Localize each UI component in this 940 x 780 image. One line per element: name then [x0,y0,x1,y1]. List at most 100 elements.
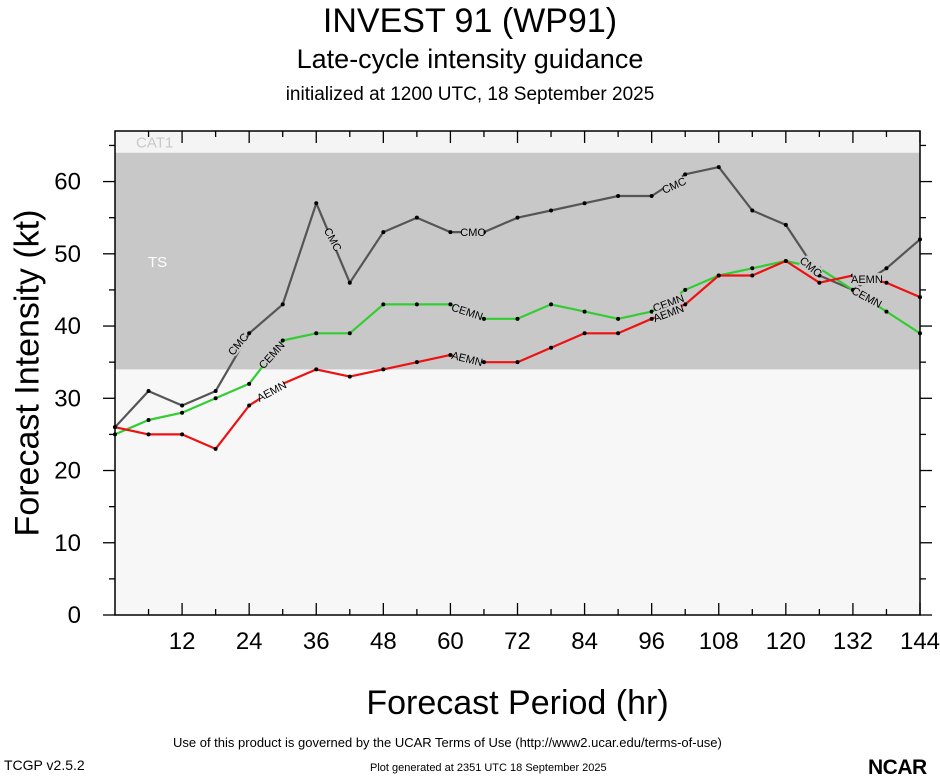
chart-axes: 12 24 36 48 60 72 84 96 108 120 132 144 0 10 20 30 40 50 6… [54,130,940,655]
label-background [226,331,250,357]
data-point-aemn [616,331,621,336]
data-point-cmc [448,230,453,235]
x-tick-label: 144 [900,628,940,655]
label-background [661,175,687,196]
x-tick-label: 60 [437,628,464,655]
data-point-cemn [481,316,486,321]
data-point-cmc [280,302,285,307]
label-background [257,340,286,370]
label-text: AEMN [851,274,883,286]
label-background [852,273,882,286]
x-tick-label: 24 [236,628,263,655]
y-tick-label: 50 [54,241,81,268]
x-axis-label: Forecast Period (hr) [366,684,669,722]
data-point-cemn [582,309,587,314]
version-label: TCGP v2.5.2 [4,757,85,773]
data-point-cmc [146,389,151,394]
x-tick-label: 36 [303,628,330,655]
data-point-cemn [683,287,688,292]
data-point-aemn [146,432,151,437]
data-point-cemn [515,316,520,321]
data-point-aemn [515,360,520,365]
data-point-aemn [683,302,688,307]
data-point-cmc [314,201,319,206]
chart-title: INVEST 91 (WP91) [322,2,618,40]
data-point-cemn [414,302,419,307]
data-point-cmc [381,230,386,235]
data-point-cmc [884,266,889,271]
label-background [255,379,288,404]
data-point-aemn [817,280,822,285]
data-point-cemn [884,309,889,314]
y-axis-label: Forecast Intensity (kt) [8,209,47,537]
x-tick-label: 12 [169,628,196,655]
band-label-cat1: CAT1 [136,135,173,152]
data-point-aemn [549,345,554,350]
x-tick-label: 132 [833,628,873,655]
data-point-aemn [381,367,386,372]
y-tick-label: 0 [68,602,81,629]
init-time-line: initialized at 1200 UTC, 18 September 20… [285,84,655,105]
ncar-logo: NCAR [868,756,927,779]
x-tick-label: 72 [504,628,531,655]
data-point-cemn [381,302,386,307]
data-point-cmc [616,194,621,199]
data-point-aemn [750,273,755,278]
label-background [451,349,483,368]
data-point-cemn [616,316,621,321]
band-label-ts: TS [148,254,167,271]
data-point-cmc [414,215,419,220]
data-point-aemn [347,374,352,379]
series-label-aemn: AEMN [851,273,883,286]
x-tick-label: 120 [766,628,806,655]
data-point-aemn [247,403,252,408]
data-point-cemn [314,331,319,336]
terms-of-use-text: Use of this product is governed by the U… [173,735,722,750]
y-tick-label: 30 [54,385,81,412]
data-point-cmc [582,201,587,206]
data-point-aemn [649,316,654,321]
data-point-cemn [750,266,755,271]
x-tick-label: 84 [571,628,598,655]
data-point-cemn [213,396,218,401]
data-point-aemn [213,446,218,451]
data-point-cemn [649,309,654,314]
data-point-cemn [549,302,554,307]
data-point-cmc [347,280,352,285]
y-tick-label: 20 [54,458,81,485]
data-point-cmc [213,389,218,394]
data-point-aemn [314,367,319,372]
data-point-cemn [347,331,352,336]
label-background [322,227,344,252]
x-tick-label: 96 [638,628,665,655]
data-point-aemn [884,280,889,285]
intensity-bands: TS CAT1 [115,131,920,615]
series-label-cmc: CMC [460,226,485,239]
data-point-cemn [247,381,252,386]
data-point-aemn [783,259,788,264]
data-point-aemn [481,360,486,365]
data-point-cmc [549,208,554,213]
data-point-aemn [716,273,721,278]
data-point-cemn [448,302,453,307]
data-point-cmc [750,208,755,213]
label-text: CMC [460,227,485,239]
data-point-cemn [146,417,151,422]
data-point-cmc [515,215,520,220]
y-tick-label: 10 [54,530,81,557]
label-background [652,292,684,314]
data-point-cmc [716,165,721,170]
label-background [851,285,883,310]
label-background [652,302,684,324]
x-tick-label: 108 [699,628,739,655]
label-background [462,226,484,239]
data-point-cemn [280,338,285,343]
data-point-aemn [582,331,587,336]
chart-subtitle: Late-cycle intensity guidance [296,44,644,74]
label-background [798,255,824,279]
x-tick-label: 48 [370,628,397,655]
data-point-cmc [180,403,185,408]
label-background [451,301,483,322]
data-point-cmc [783,222,788,227]
